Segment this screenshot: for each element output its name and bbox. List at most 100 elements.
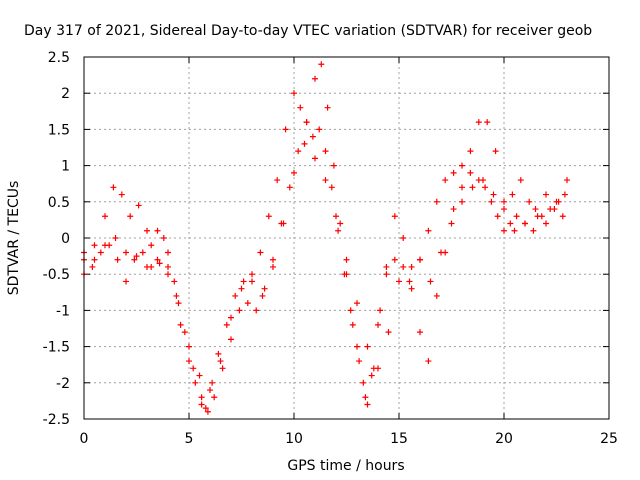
data-point xyxy=(102,242,108,249)
y-tick-label: 1 xyxy=(61,159,70,175)
data-point xyxy=(501,206,507,213)
data-point xyxy=(383,263,390,270)
data-point xyxy=(154,227,161,234)
data-point xyxy=(377,307,384,314)
data-point xyxy=(526,198,533,205)
data-point xyxy=(492,148,499,155)
data-point xyxy=(228,336,234,343)
data-point xyxy=(127,213,134,220)
data-point xyxy=(198,401,205,408)
data-point xyxy=(532,206,539,213)
data-point xyxy=(330,162,337,169)
data-point xyxy=(337,220,344,227)
data-point xyxy=(343,271,350,278)
data-point xyxy=(190,365,197,372)
data-point xyxy=(322,177,329,184)
data-point xyxy=(186,358,192,365)
data-point xyxy=(186,343,192,350)
data-point xyxy=(118,191,125,198)
data-point xyxy=(438,249,444,256)
data-point xyxy=(249,278,255,285)
data-point xyxy=(209,379,216,386)
data-point xyxy=(488,198,495,205)
data-point xyxy=(333,213,339,220)
data-point xyxy=(207,387,213,394)
data-point xyxy=(274,177,281,184)
data-point xyxy=(400,263,407,270)
data-point xyxy=(425,358,432,365)
x-tick-label: 15 xyxy=(390,431,408,447)
data-point xyxy=(135,202,142,209)
series-track-b xyxy=(81,61,566,415)
data-point xyxy=(133,253,140,260)
data-point xyxy=(181,329,188,336)
data-point xyxy=(175,300,182,307)
x-tick-label: 5 xyxy=(185,431,194,447)
data-point xyxy=(280,220,287,227)
y-tick-label: 1.5 xyxy=(48,122,70,138)
data-point xyxy=(198,394,205,401)
data-point xyxy=(316,126,323,133)
data-point xyxy=(417,329,423,336)
data-point xyxy=(312,75,318,82)
data-point xyxy=(364,401,371,408)
data-point xyxy=(301,140,308,147)
data-point xyxy=(448,220,455,227)
data-point xyxy=(522,220,528,227)
data-point xyxy=(144,263,150,270)
data-point xyxy=(450,169,457,176)
y-tick-label: -2.5 xyxy=(43,412,70,428)
data-point xyxy=(131,256,138,263)
data-point xyxy=(123,249,129,256)
data-point xyxy=(513,213,520,220)
data-point xyxy=(356,358,363,365)
data-point xyxy=(112,235,119,241)
data-point xyxy=(564,177,570,184)
data-point xyxy=(467,169,474,176)
data-point xyxy=(165,263,171,270)
data-point xyxy=(156,260,163,267)
data-point xyxy=(328,184,335,191)
data-point xyxy=(265,213,272,220)
data-point xyxy=(228,314,234,321)
data-point xyxy=(543,191,549,198)
data-point xyxy=(484,119,491,126)
x-tick-label: 10 xyxy=(285,431,303,447)
data-point xyxy=(322,148,329,155)
data-point xyxy=(259,292,266,299)
data-point xyxy=(469,184,476,191)
data-point xyxy=(123,278,129,285)
plot-frame xyxy=(83,56,610,420)
data-point xyxy=(360,379,367,386)
data-point xyxy=(144,227,150,234)
data-point xyxy=(543,220,549,227)
data-point xyxy=(114,256,121,263)
data-point xyxy=(139,249,146,256)
data-point xyxy=(223,321,230,328)
data-point xyxy=(494,213,501,220)
data-point xyxy=(475,119,482,126)
data-point xyxy=(102,213,108,220)
data-point xyxy=(561,191,568,198)
data-point xyxy=(427,278,434,285)
data-point xyxy=(501,227,507,234)
data-point xyxy=(312,155,318,162)
x-tick-label: 0 xyxy=(80,431,89,447)
x-tick-label: 20 xyxy=(495,431,513,447)
data-point xyxy=(375,365,381,372)
data-point xyxy=(309,133,316,140)
data-point xyxy=(110,184,117,191)
data-point xyxy=(177,321,184,328)
data-point xyxy=(270,263,276,270)
data-point xyxy=(517,177,524,184)
y-tick-label: -2 xyxy=(56,376,70,392)
data-point xyxy=(362,394,369,401)
data-point xyxy=(354,300,360,307)
y-tick-label: -0.5 xyxy=(43,267,70,283)
data-point xyxy=(417,256,423,263)
data-point xyxy=(459,198,465,205)
data-point xyxy=(196,372,203,379)
data-point xyxy=(559,213,566,220)
data-point xyxy=(467,148,474,155)
data-point xyxy=(459,184,465,191)
